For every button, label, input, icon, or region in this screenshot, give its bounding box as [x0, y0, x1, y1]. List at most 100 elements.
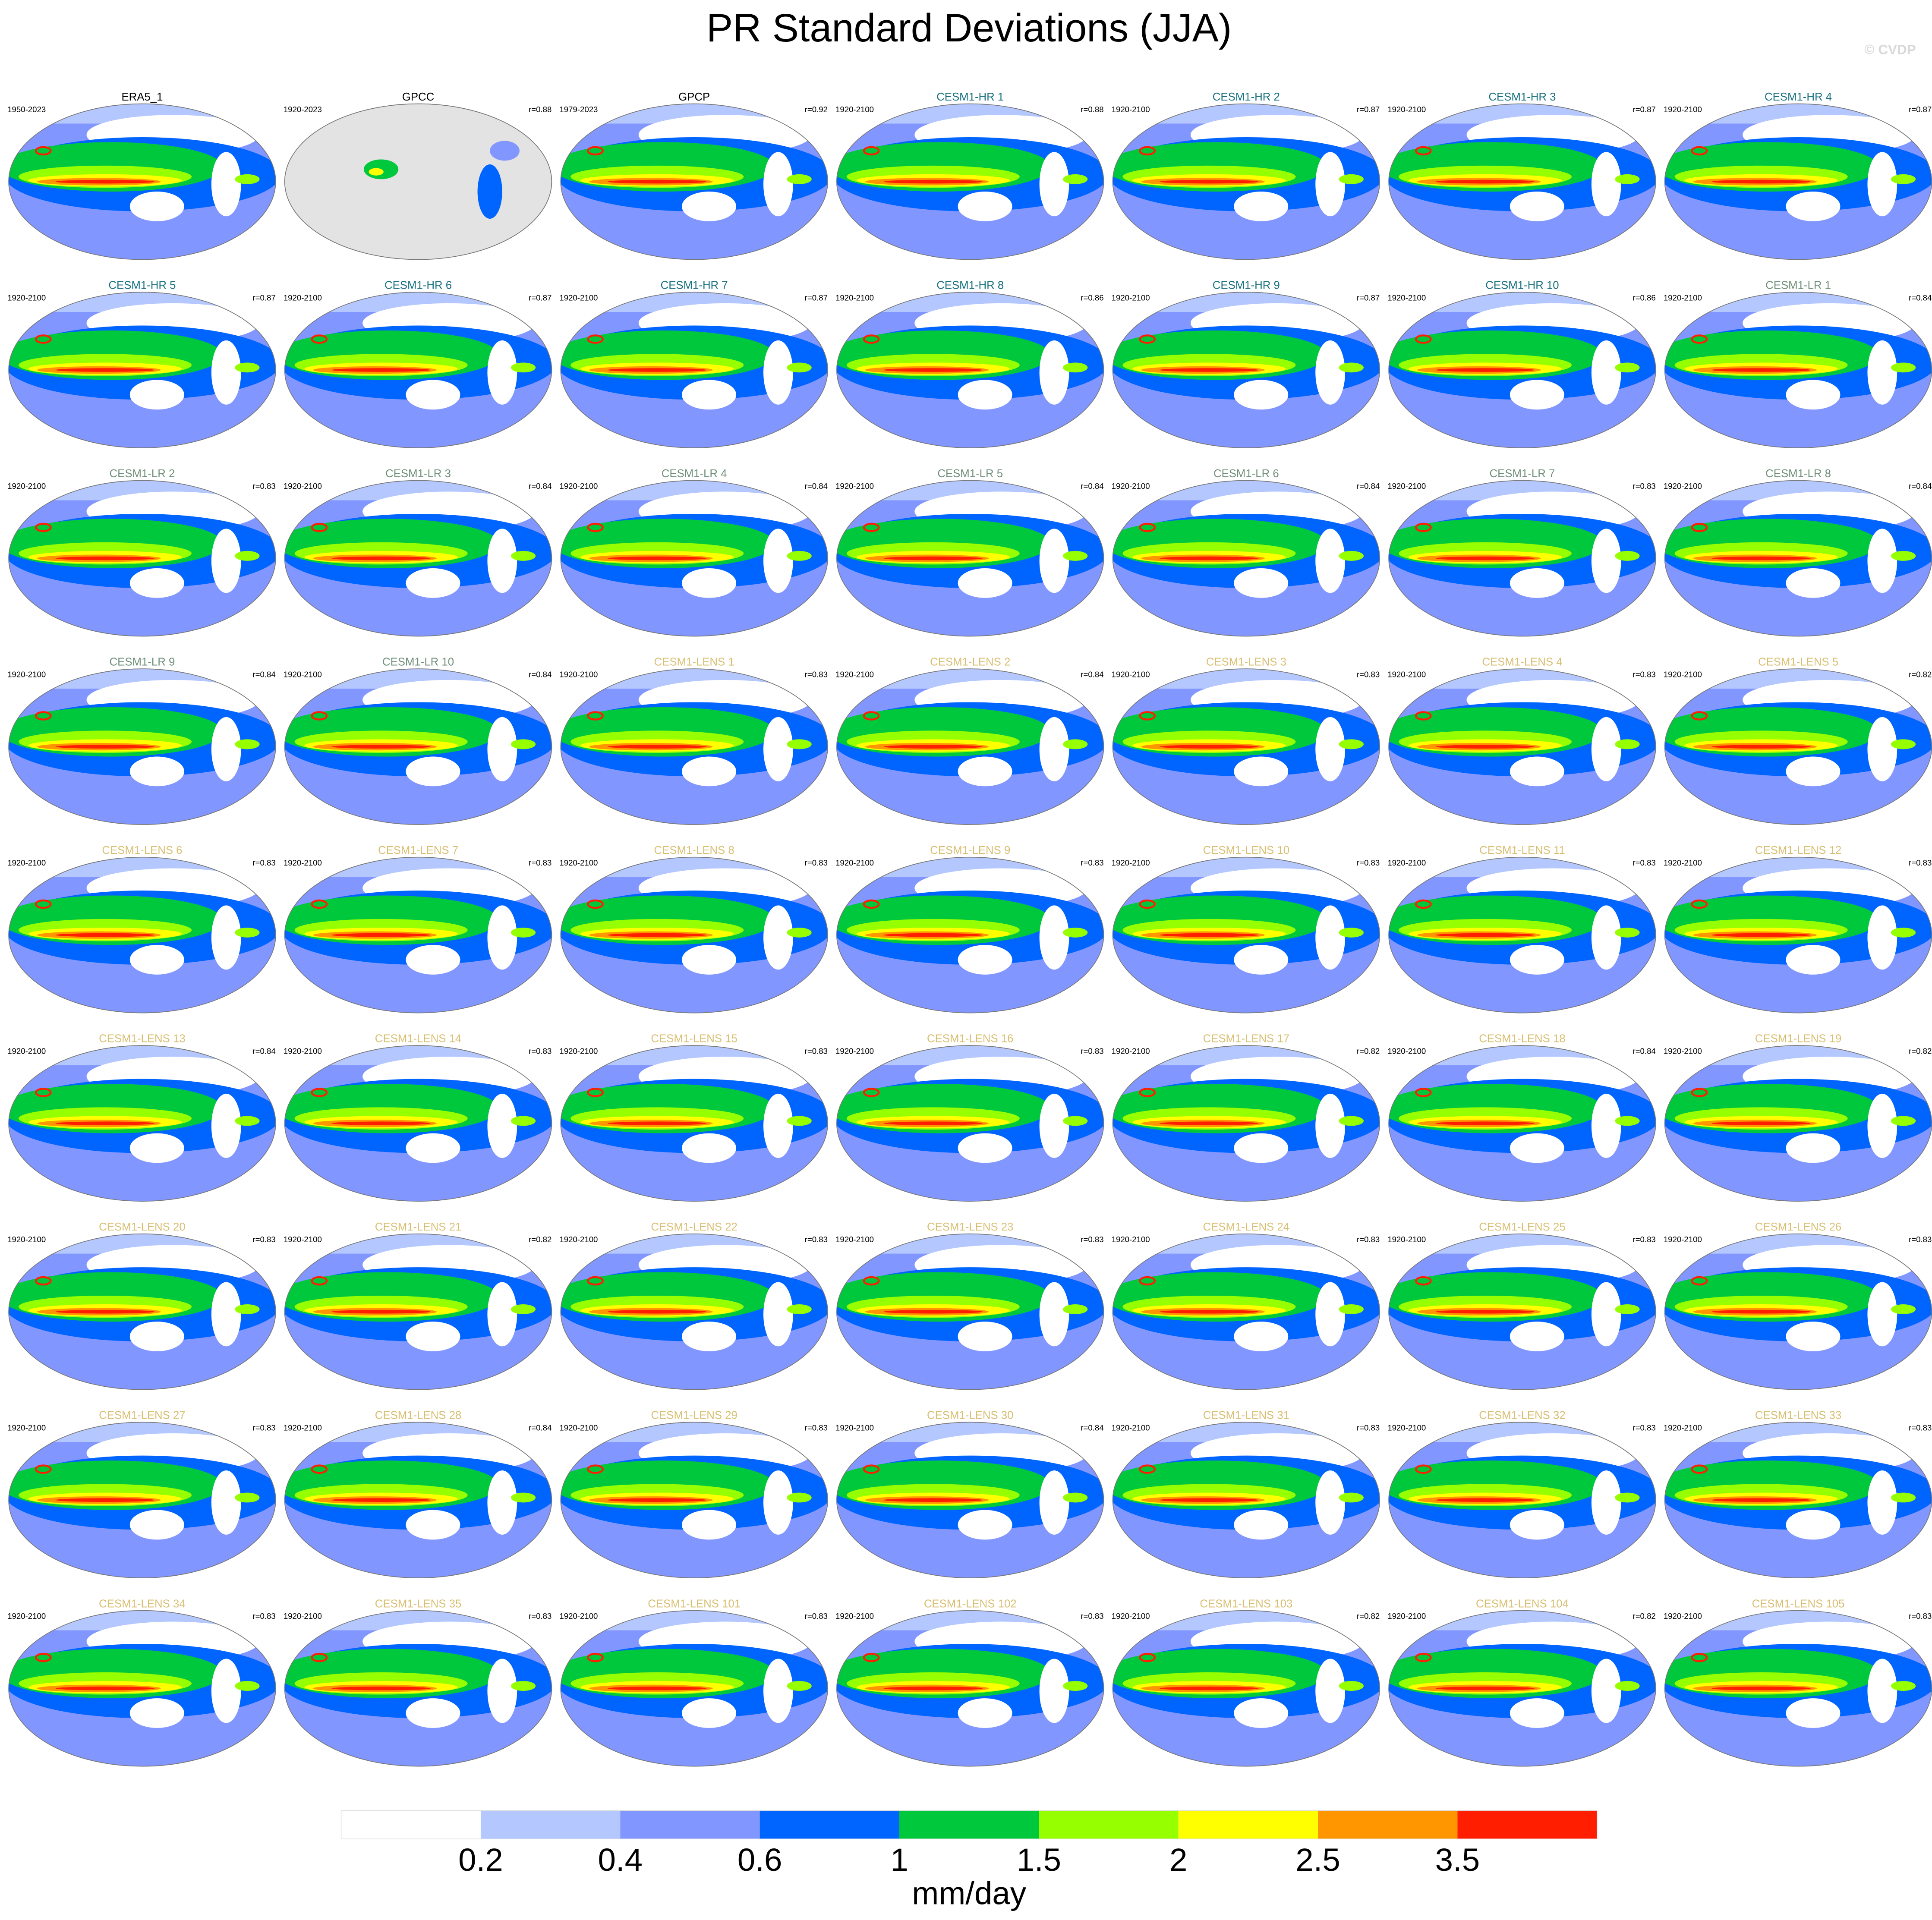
- map-outline: [836, 103, 1104, 260]
- map-outline: [836, 292, 1104, 448]
- panel-title: ERA5_1: [121, 91, 163, 103]
- map-outline: [836, 1045, 1104, 1202]
- panel-correlation: r=0.83: [1909, 858, 1932, 867]
- credit: © CVDP: [1864, 42, 1916, 57]
- map: [561, 480, 828, 636]
- panel-period: 1920-2100: [559, 1423, 598, 1432]
- map-outline: [1664, 1610, 1932, 1767]
- map-outline: [1112, 480, 1380, 637]
- panel-period: 1920-2100: [7, 1612, 46, 1621]
- panel-period: 1920-2100: [559, 293, 598, 302]
- panel-title: CESM1-LENS 1: [654, 656, 734, 668]
- map: [9, 292, 276, 448]
- map: [561, 669, 828, 825]
- map-outline: [1112, 1422, 1380, 1579]
- panel-correlation: r=0.87: [1357, 105, 1380, 114]
- panel-title: CESM1-LENS 20: [99, 1221, 185, 1233]
- panel-period: 1920-2100: [835, 482, 874, 491]
- panel-period: 1920-2100: [7, 1423, 46, 1432]
- panel-correlation: r=0.84: [1909, 293, 1932, 302]
- map: [1389, 104, 1656, 260]
- map-outline: [1388, 1610, 1656, 1767]
- map-outline: [1664, 856, 1932, 1014]
- map: [1113, 669, 1380, 825]
- colorbar-box: [1457, 1810, 1597, 1839]
- panel-period: 1979-2023: [559, 105, 598, 114]
- panel-period: 1920-2100: [835, 858, 874, 867]
- panel-title: CESM1-HR 10: [1485, 280, 1559, 292]
- panel-title: CESM1-LENS 102: [924, 1598, 1017, 1610]
- panel-title: CESM1-LENS 16: [927, 1033, 1013, 1045]
- map-outline: [836, 1422, 1104, 1579]
- panel-correlation: r=0.88: [529, 105, 552, 114]
- panel-title: CESM1-LENS 15: [651, 1033, 737, 1045]
- panel-period: 1920-2023: [284, 105, 322, 114]
- map: [1113, 857, 1380, 1013]
- panel-correlation: r=0.83: [1357, 670, 1380, 679]
- panel-period: 1920-2100: [7, 670, 46, 679]
- panel-period: 1920-2100: [835, 1046, 874, 1055]
- map-outline: [8, 292, 276, 448]
- panel-correlation: r=0.83: [1909, 1423, 1932, 1432]
- colorbar-label: 3.5: [1435, 1842, 1480, 1878]
- panel-correlation: r=0.84: [1081, 482, 1103, 491]
- map-outline: [1664, 292, 1932, 448]
- panel-correlation: r=0.82: [1909, 670, 1932, 679]
- panel-period: 1920-2100: [1112, 293, 1150, 302]
- map: [836, 1422, 1104, 1578]
- panel-title: CESM1-HR 3: [1488, 91, 1556, 103]
- map: [9, 104, 276, 260]
- colorbar-box: [341, 1810, 481, 1839]
- map-outline: [1112, 1610, 1380, 1767]
- panel-correlation: r=0.84: [1081, 1423, 1103, 1432]
- panel-title: CESM1-HR 5: [108, 280, 176, 292]
- panel-correlation: r=0.87: [805, 293, 828, 302]
- colorbar-box: [480, 1810, 621, 1839]
- map-outline: [8, 1422, 276, 1579]
- panel-title: CESM1-LENS 2: [930, 656, 1010, 668]
- panel-period: 1920-2100: [1664, 1046, 1702, 1055]
- panel-period: 1920-2100: [1664, 105, 1702, 114]
- panel-period: 1920-2100: [7, 858, 46, 867]
- panel-correlation: r=0.84: [1081, 670, 1103, 679]
- panel-correlation: r=0.84: [529, 482, 552, 491]
- panel-correlation: r=0.82: [1909, 1046, 1932, 1055]
- map-outline: [836, 668, 1104, 825]
- map-outline: [560, 856, 828, 1014]
- colorbar-label: 1: [890, 1842, 908, 1878]
- panel-correlation: r=0.84: [252, 1046, 275, 1055]
- panel-correlation: r=0.86: [1081, 293, 1103, 302]
- map-outline: [8, 103, 276, 260]
- panel-title: CESM1-LENS 22: [651, 1221, 737, 1233]
- map: [9, 1610, 276, 1766]
- panel-title: CESM1-LR 6: [1213, 468, 1279, 480]
- panel-period: 1920-2100: [1387, 858, 1426, 867]
- panel-period: 1950-2023: [7, 105, 46, 114]
- map-outline: [8, 480, 276, 637]
- panel-title: CESM1-LENS 35: [375, 1598, 461, 1610]
- panel-period: 1920-2100: [284, 293, 322, 302]
- map: [1113, 1610, 1380, 1766]
- panel-period: 1920-2100: [559, 1612, 598, 1621]
- panel-period: 1920-2100: [1112, 858, 1150, 867]
- map: [1664, 1045, 1932, 1202]
- map-outline: [1112, 668, 1380, 825]
- panel-title: CESM1-LENS 18: [1479, 1033, 1565, 1045]
- colorbar-label: 1.5: [1017, 1842, 1062, 1878]
- map: [1664, 1234, 1932, 1390]
- panel-title: CESM1-LENS 26: [1755, 1221, 1841, 1233]
- map: [836, 669, 1104, 825]
- map-outline: [284, 1422, 552, 1579]
- panel-title: CESM1-LENS 101: [648, 1598, 741, 1610]
- colorbar-box: [1318, 1810, 1458, 1839]
- panel-period: 1920-2100: [284, 1235, 322, 1244]
- panel-period: 1920-2100: [1664, 482, 1702, 491]
- panel-period: 1920-2100: [1387, 670, 1426, 679]
- map: [1389, 1234, 1656, 1390]
- map-outline: [8, 668, 276, 825]
- map-outline: [560, 1233, 828, 1390]
- panel-title: CESM1-LENS 30: [927, 1410, 1013, 1422]
- panel-title: CESM1-LENS 19: [1755, 1033, 1841, 1045]
- panel-correlation: r=0.84: [805, 482, 828, 491]
- panel-period: 1920-2100: [1112, 1423, 1150, 1432]
